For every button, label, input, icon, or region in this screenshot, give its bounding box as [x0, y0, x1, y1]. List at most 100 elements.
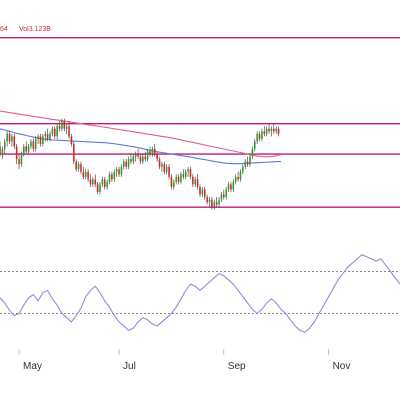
candle-body	[73, 143, 75, 162]
candle-20	[46, 128, 49, 142]
candle-body	[101, 179, 104, 185]
candle-94	[223, 189, 225, 200]
candle-35	[82, 166, 85, 180]
candle-body	[25, 146, 27, 152]
candle-84	[199, 184, 201, 198]
candle-body	[237, 176, 239, 180]
candle-3	[6, 131, 8, 147]
candle-body	[187, 169, 189, 172]
candle-18	[42, 133, 44, 147]
candle-32	[75, 159, 77, 172]
candle-body	[199, 186, 201, 195]
candle-28	[65, 123, 68, 134]
candle-body	[23, 146, 25, 155]
candle-96	[227, 181, 230, 192]
candle-88	[208, 197, 211, 208]
info-prefix: 64	[0, 26, 8, 33]
candle-4	[8, 131, 11, 144]
candle-body	[270, 128, 273, 132]
candle-27	[63, 118, 66, 132]
candle-body	[94, 179, 97, 185]
candle-43	[101, 176, 104, 187]
candle-body	[75, 161, 77, 170]
candle-83	[196, 174, 199, 190]
candle-99	[234, 174, 237, 185]
candle-54	[127, 156, 130, 170]
candle-106	[251, 146, 254, 160]
candle-body	[51, 128, 54, 134]
candle-body	[273, 128, 275, 132]
info-volume: Vol3.123B	[19, 26, 51, 33]
candle-41	[96, 181, 99, 195]
candle-body	[37, 136, 39, 139]
candle-body	[84, 171, 87, 177]
candle-58	[137, 149, 139, 160]
candle-0	[0, 141, 1, 157]
candle-7	[15, 143, 18, 165]
candle-body	[211, 199, 213, 208]
candle-2	[3, 138, 6, 155]
x-tick-label: Nov	[333, 361, 351, 372]
candle-70	[165, 164, 168, 175]
candle-body	[142, 156, 144, 162]
candle-body	[263, 131, 266, 134]
candle-body	[127, 159, 130, 167]
candle-95	[225, 186, 227, 200]
candle-104	[246, 156, 249, 167]
candle-body	[223, 194, 225, 198]
candle-body	[246, 161, 249, 165]
candle-body	[149, 151, 151, 155]
candle-body	[111, 174, 113, 180]
candle-97	[230, 181, 232, 192]
candle-body	[68, 126, 70, 137]
candle-34	[80, 161, 82, 175]
candle-21	[49, 131, 51, 142]
candle-body	[165, 166, 168, 172]
candle-79	[187, 166, 189, 177]
candle-24	[56, 123, 58, 139]
candle-body	[77, 164, 80, 170]
candle-body	[115, 169, 118, 172]
candle-33	[77, 161, 80, 172]
candle-15	[34, 136, 37, 152]
candle-body	[251, 149, 254, 157]
candle-body	[32, 141, 35, 149]
candle-body	[256, 133, 258, 142]
candle-body	[3, 141, 6, 149]
candle-102	[242, 164, 244, 175]
candle-body	[134, 154, 137, 157]
candle-body	[158, 159, 161, 167]
candle-body	[1, 149, 4, 155]
candle-68	[161, 161, 163, 172]
candle-body	[92, 179, 94, 185]
candle-body	[20, 154, 23, 165]
candle-12	[27, 143, 30, 155]
candle-body	[242, 166, 244, 172]
candle-body	[239, 171, 242, 180]
candle-body	[170, 176, 173, 187]
candle-76	[180, 171, 182, 185]
candle-body	[123, 161, 125, 167]
candle-47	[111, 171, 113, 182]
candle-101	[239, 169, 242, 182]
candle-body	[132, 156, 135, 162]
candle-72	[170, 174, 173, 190]
candle-42	[99, 181, 101, 195]
candle-6	[13, 133, 16, 149]
candle-body	[203, 189, 206, 198]
moving-average-line-0	[0, 128, 281, 165]
candle-body	[234, 176, 237, 182]
candle-body	[220, 194, 223, 200]
candle-75	[177, 174, 180, 185]
candle-body	[56, 126, 58, 137]
candle-45	[106, 179, 108, 190]
candle-113	[268, 123, 270, 134]
candle-body	[249, 156, 251, 165]
candle-87	[206, 194, 208, 205]
candle-25	[58, 121, 61, 132]
candle-body	[261, 131, 263, 139]
candle-body	[153, 149, 156, 155]
candle-body	[258, 133, 261, 139]
candle-body	[11, 136, 13, 142]
candle-body	[89, 179, 92, 185]
